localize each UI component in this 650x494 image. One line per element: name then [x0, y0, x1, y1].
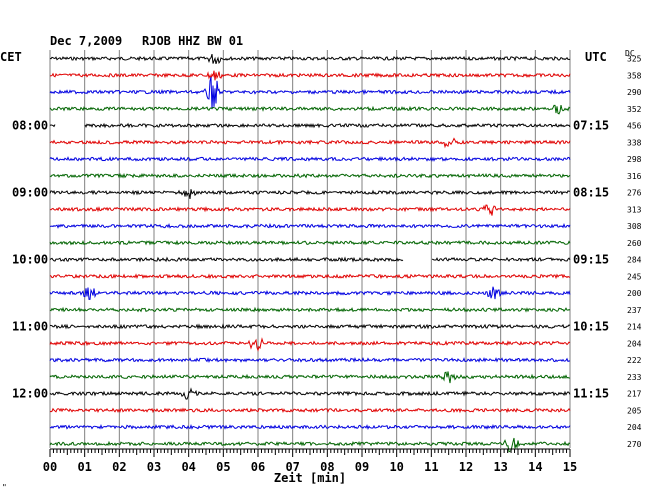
- x-axis-label: Zeit [min]: [274, 471, 346, 485]
- axis-layer: 325 358 290 352 456 338 298 316 276 313 308 260 284 2…: [12, 55, 642, 475]
- trace-line-1: [49, 70, 571, 81]
- right-time-label: 07:15: [573, 119, 609, 133]
- dc-value: 217: [627, 390, 642, 399]
- left-time-label: 08:00: [12, 119, 48, 133]
- dc-value: 338: [627, 138, 642, 147]
- x-tick-label: 03: [147, 460, 161, 474]
- dc-value: 308: [627, 222, 642, 231]
- left-time-label: 10:00: [12, 253, 48, 267]
- left-time-label: 11:00: [12, 320, 48, 334]
- right-time-label: 08:15: [573, 186, 609, 200]
- trace-line-6: [49, 156, 571, 162]
- right-timezone-label: UTC: [585, 50, 607, 64]
- date-label: Dec 7,2009: [50, 34, 122, 48]
- dc-value: 237: [627, 306, 642, 315]
- trace-line-9: [49, 204, 571, 216]
- dc-value: 205: [627, 406, 642, 415]
- dc-value: 325: [627, 55, 642, 64]
- x-tick-label: 12: [459, 460, 473, 474]
- station-label: RJOB HHZ BW 01: [142, 34, 243, 48]
- corner-mark: ": [2, 483, 7, 492]
- dc-value: 204: [627, 423, 642, 432]
- trace-line-10: [49, 222, 571, 229]
- trace-line-12: [49, 256, 571, 263]
- left-time-label: 09:00: [12, 186, 48, 200]
- trace-line-8: [49, 189, 571, 199]
- right-time-label: 09:15: [573, 253, 609, 267]
- dc-label: DC: [625, 49, 635, 58]
- x-tick-label: 05: [216, 460, 230, 474]
- dc-value: 316: [627, 172, 642, 181]
- trace-line-22: [49, 423, 571, 430]
- dc-value: 204: [627, 339, 642, 348]
- trace-line-23: [49, 437, 571, 453]
- trace-line-4: [49, 122, 571, 129]
- dc-value: 276: [627, 189, 642, 198]
- trace-layer: [49, 53, 571, 453]
- trace-line-16: [49, 323, 571, 330]
- trace-line-2: [49, 76, 571, 110]
- trace-line-11: [49, 239, 571, 246]
- trace-line-13: [49, 273, 571, 280]
- dc-value: 358: [627, 71, 642, 80]
- trace-line-0: [49, 53, 571, 65]
- trace-line-14: [49, 286, 571, 300]
- x-tick-label: 08: [320, 460, 334, 474]
- trace-line-19: [49, 371, 571, 384]
- x-tick-label: 07: [285, 460, 299, 474]
- dc-value: 298: [627, 155, 642, 164]
- trace-line-18: [49, 356, 571, 364]
- dc-value: 456: [627, 122, 642, 131]
- dc-value: 245: [627, 272, 642, 281]
- trace-line-20: [49, 387, 571, 400]
- trace-line-7: [49, 172, 571, 179]
- x-tick-label: 14: [528, 460, 542, 474]
- x-tick-label: 15: [563, 460, 577, 474]
- trace-line-5: [49, 137, 571, 149]
- x-tick-label: 06: [251, 460, 265, 474]
- trace-line-21: [49, 407, 571, 414]
- x-tick-label: 13: [493, 460, 507, 474]
- dc-value: 290: [627, 88, 642, 97]
- dc-value: 233: [627, 373, 642, 382]
- x-tick-label: 00: [43, 460, 57, 474]
- left-time-label: 12:00: [12, 387, 48, 401]
- grid-layer: [49, 50, 571, 448]
- dc-value: 222: [627, 356, 642, 365]
- dc-value: 200: [627, 289, 642, 298]
- dc-value: 270: [627, 440, 642, 449]
- dc-value: 214: [627, 323, 642, 332]
- dc-value: 284: [627, 256, 642, 265]
- left-timezone-label: CET: [0, 50, 22, 64]
- right-time-label: 10:15: [573, 320, 609, 334]
- dc-value: 313: [627, 205, 642, 214]
- trace-line-17: [49, 337, 571, 352]
- x-tick-label: 01: [77, 460, 91, 474]
- x-tick-label: 02: [112, 460, 126, 474]
- dc-value: 352: [627, 105, 642, 114]
- trace-line-3: [49, 104, 571, 115]
- right-time-label: 11:15: [573, 387, 609, 401]
- x-tick-label: 04: [181, 460, 195, 474]
- dc-value: 260: [627, 239, 642, 248]
- x-tick-label: 10: [389, 460, 403, 474]
- trace-line-15: [49, 306, 571, 313]
- x-tick-label: 09: [355, 460, 369, 474]
- x-tick-label: 11: [424, 460, 438, 474]
